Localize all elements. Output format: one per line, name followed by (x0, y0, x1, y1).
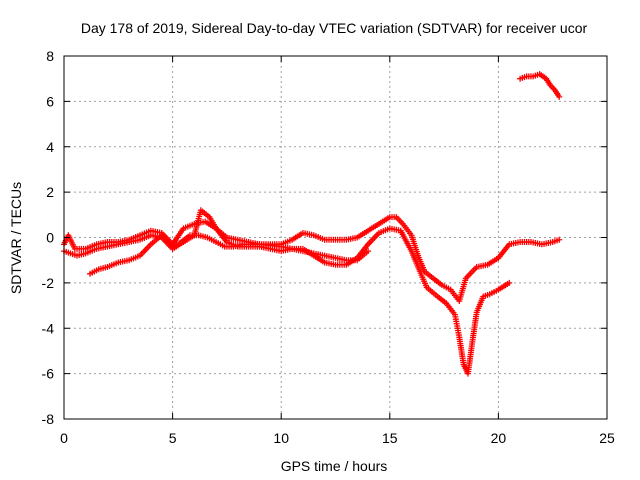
x-tick-label: 0 (60, 430, 68, 446)
x-tick-label: 10 (273, 430, 289, 446)
y-tick-label: 2 (46, 184, 54, 200)
data-point (506, 279, 513, 286)
y-tick-label: 8 (46, 48, 54, 64)
chart-title: Day 178 of 2019, Sidereal Day-to-day VTE… (81, 20, 588, 36)
y-tick-label: -4 (42, 320, 55, 336)
y-tick-label: -8 (42, 411, 55, 427)
x-tick-label: 15 (382, 430, 398, 446)
x-tick-label: 5 (169, 430, 177, 446)
x-tick-label: 25 (599, 430, 615, 446)
y-tick-labels: -8 -6 -4 -2 0 2 4 6 8 (42, 48, 55, 427)
x-tick-label: 20 (491, 430, 507, 446)
data-point (556, 236, 563, 243)
y-tick-label: 6 (46, 93, 54, 109)
data-point (556, 93, 563, 100)
data-points (61, 71, 563, 377)
data-point (365, 248, 372, 255)
y-tick-label: -2 (42, 275, 55, 291)
y-axis-label: SDTVAR / TECUs (8, 182, 24, 294)
y-tick-label: 0 (46, 230, 54, 246)
axis-ticks (63, 55, 608, 420)
y-tick-label: 4 (46, 139, 54, 155)
x-axis-label: GPS time / hours (281, 458, 388, 474)
y-tick-label: -6 (42, 366, 55, 382)
x-tick-labels: 0 5 10 15 20 25 (60, 430, 615, 446)
